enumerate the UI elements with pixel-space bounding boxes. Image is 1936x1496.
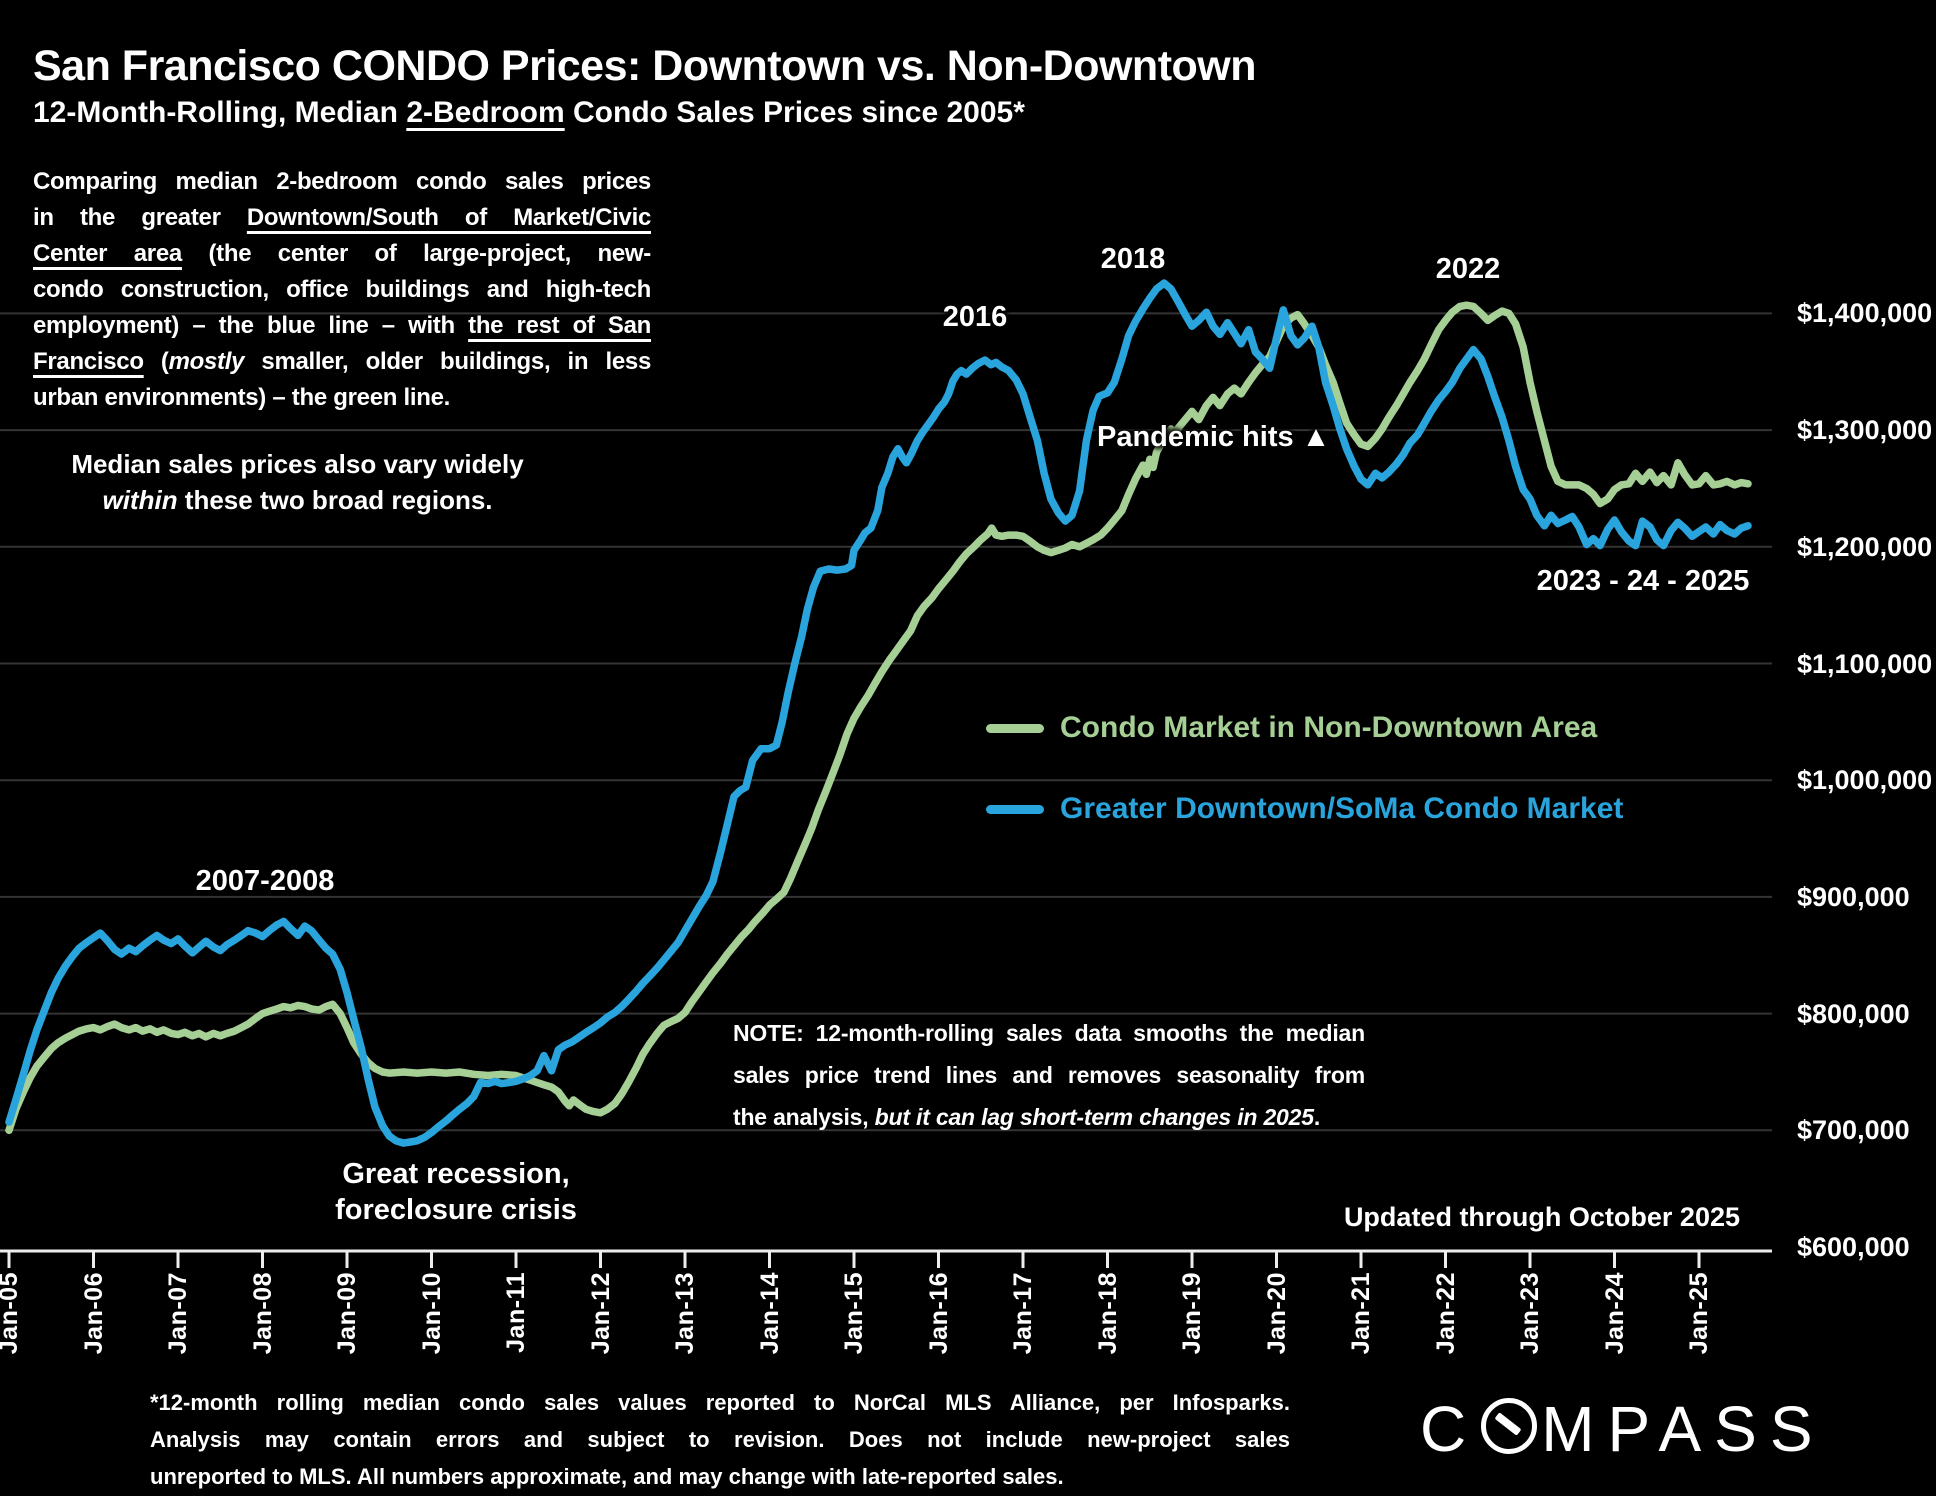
- footnote-line: Analysis may contain errors and subject …: [150, 1427, 1290, 1452]
- updated-through-label: Updated through October 2025: [1343, 1202, 1740, 1232]
- x-axis-label: Jan-09: [333, 1272, 361, 1355]
- y-axis-label: $800,000: [1797, 998, 1910, 1029]
- x-axis-label: Jan-17: [1009, 1272, 1037, 1355]
- note-line: sales price trend lines and removes seas…: [733, 1062, 1365, 1088]
- blue-line-swatch-icon: [986, 804, 1044, 814]
- compass-needle-icon: [1494, 1412, 1522, 1436]
- footnote-disclaimer: *12-month rolling median condo sales val…: [150, 1384, 1290, 1495]
- annotation-2023-24-2025: 2023 - 24 - 2025: [1536, 565, 1750, 597]
- variance-callout: Median sales prices also vary widely with…: [40, 446, 555, 518]
- description-line: condo construction, office buildings and…: [33, 276, 651, 303]
- y-axis-label: $600,000: [1797, 1232, 1910, 1262]
- annotation-great-recession: Great recession, foreclosure crisis: [335, 1158, 577, 1226]
- description-paragraph: Comparing median 2-bedroom condo sales p…: [33, 164, 651, 416]
- compass-logo: C MPASS: [1420, 1392, 1826, 1466]
- downtown-soma-line: [5, 279, 1752, 1147]
- note-line: the analysis, but it can lag short-term …: [733, 1104, 1321, 1130]
- footnote-line: *12-month rolling median condo sales val…: [150, 1390, 1290, 1415]
- x-axis-label: Jan-22: [1431, 1272, 1460, 1355]
- x-axis-label: Jan-15: [840, 1272, 868, 1355]
- legend: Condo Market in Non-Downtown Area Greate…: [986, 706, 1623, 868]
- x-axis-label: Jan-24: [1600, 1272, 1629, 1355]
- x-axis-label: Jan-14: [755, 1272, 784, 1355]
- y-axis-label: $1,400,000: [1797, 298, 1933, 329]
- green-line-swatch-icon: [986, 723, 1044, 733]
- y-axis-label: $1,200,000: [1797, 531, 1933, 562]
- x-axis-label: Jan-21: [1347, 1272, 1375, 1355]
- x-axis-label: Jan-07: [164, 1272, 192, 1355]
- y-axis-label: $1,000,000: [1797, 765, 1933, 796]
- x-axis-label: Jan-18: [1093, 1272, 1122, 1355]
- annotation-2016: 2016: [942, 301, 1008, 333]
- annotation-2018: 2018: [1100, 243, 1166, 275]
- y-axis-label: $1,300,000: [1797, 415, 1933, 446]
- legend-item-non-downtown: Condo Market in Non-Downtown Area: [986, 706, 1623, 750]
- x-axis-label: Jan-08: [248, 1272, 277, 1355]
- description-line: in the greater Downtown/South of Market/…: [33, 204, 651, 231]
- page-subtitle: 12-Month-Rolling, Median 2-Bedroom Condo…: [33, 96, 1025, 130]
- x-axis-label: Jan-10: [417, 1272, 446, 1355]
- callout-line: within these two broad regions.: [102, 485, 493, 515]
- page-title: San Francisco CONDO Prices: Downtown vs.…: [33, 42, 1257, 90]
- x-axis-label: Jan-25: [1685, 1272, 1713, 1355]
- x-axis-label: Jan-23: [1516, 1272, 1544, 1355]
- x-axis-label: Jan-12: [586, 1272, 615, 1355]
- legend-label: Greater Downtown/SoMa Condo Market: [1060, 792, 1624, 825]
- annotation-pandemic-hits: Pandemic hits ▲: [1097, 421, 1331, 453]
- legend-label: Condo Market in Non-Downtown Area: [1060, 711, 1598, 744]
- x-axis-label: Jan-19: [1178, 1272, 1206, 1355]
- x-axis-label: Jan-20: [1262, 1272, 1291, 1355]
- subtitle-line: 12-Month-Rolling, Median 2-Bedroom Condo…: [33, 96, 1025, 129]
- footnote-line: unreported to MLS. All numbers approxima…: [150, 1464, 1064, 1489]
- legend-item-downtown: Greater Downtown/SoMa Condo Market: [986, 787, 1623, 831]
- x-axis-label: Jan-13: [671, 1272, 699, 1355]
- description-line: Center area (the center of large-project…: [33, 240, 651, 267]
- annotation-2022: 2022: [1435, 253, 1501, 285]
- methodology-note: NOTE: 12-month-rolling sales data smooth…: [733, 1012, 1365, 1138]
- description-line: Francisco (mostly smaller, older buildin…: [33, 348, 652, 375]
- x-axis-label: Jan-06: [79, 1272, 108, 1355]
- description-line: Comparing median 2-bedroom condo sales p…: [33, 168, 651, 195]
- y-axis-label: $900,000: [1797, 881, 1910, 912]
- y-axis-label: $700,000: [1797, 1115, 1910, 1146]
- non-downtown-line: [5, 301, 1752, 1135]
- y-axis-label: $1,100,000: [1797, 648, 1933, 679]
- callout-line: Median sales prices also vary widely: [71, 449, 524, 479]
- x-axis-label: Jan-16: [924, 1272, 953, 1355]
- logo-text-right: MPASS: [1541, 1393, 1826, 1465]
- description-line: urban environments) – the green line.: [33, 384, 450, 411]
- logo-text-left: C: [1420, 1393, 1480, 1465]
- note-line: NOTE: 12-month-rolling sales data smooth…: [733, 1020, 1365, 1046]
- description-line: employment) – the blue line – with the r…: [33, 312, 651, 339]
- compass-o-icon: [1481, 1398, 1538, 1454]
- annotation-2007-2008: 2007-2008: [195, 865, 335, 897]
- x-axis-label: Jan-11: [502, 1272, 530, 1353]
- x-axis-label: Jan-05: [0, 1272, 23, 1355]
